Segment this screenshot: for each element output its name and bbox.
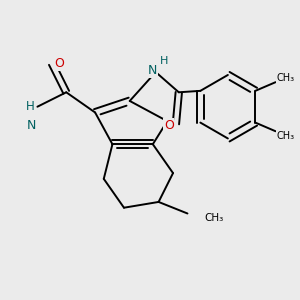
Text: CH₃: CH₃ [277,73,295,83]
Text: S: S [165,122,173,135]
Text: CH₃: CH₃ [277,130,295,141]
Text: N: N [148,64,158,77]
Text: H: H [26,100,34,113]
Text: O: O [54,57,64,70]
Text: N: N [27,119,36,132]
Text: CH₃: CH₃ [205,213,224,223]
Text: O: O [164,119,174,132]
Text: H: H [160,56,169,65]
